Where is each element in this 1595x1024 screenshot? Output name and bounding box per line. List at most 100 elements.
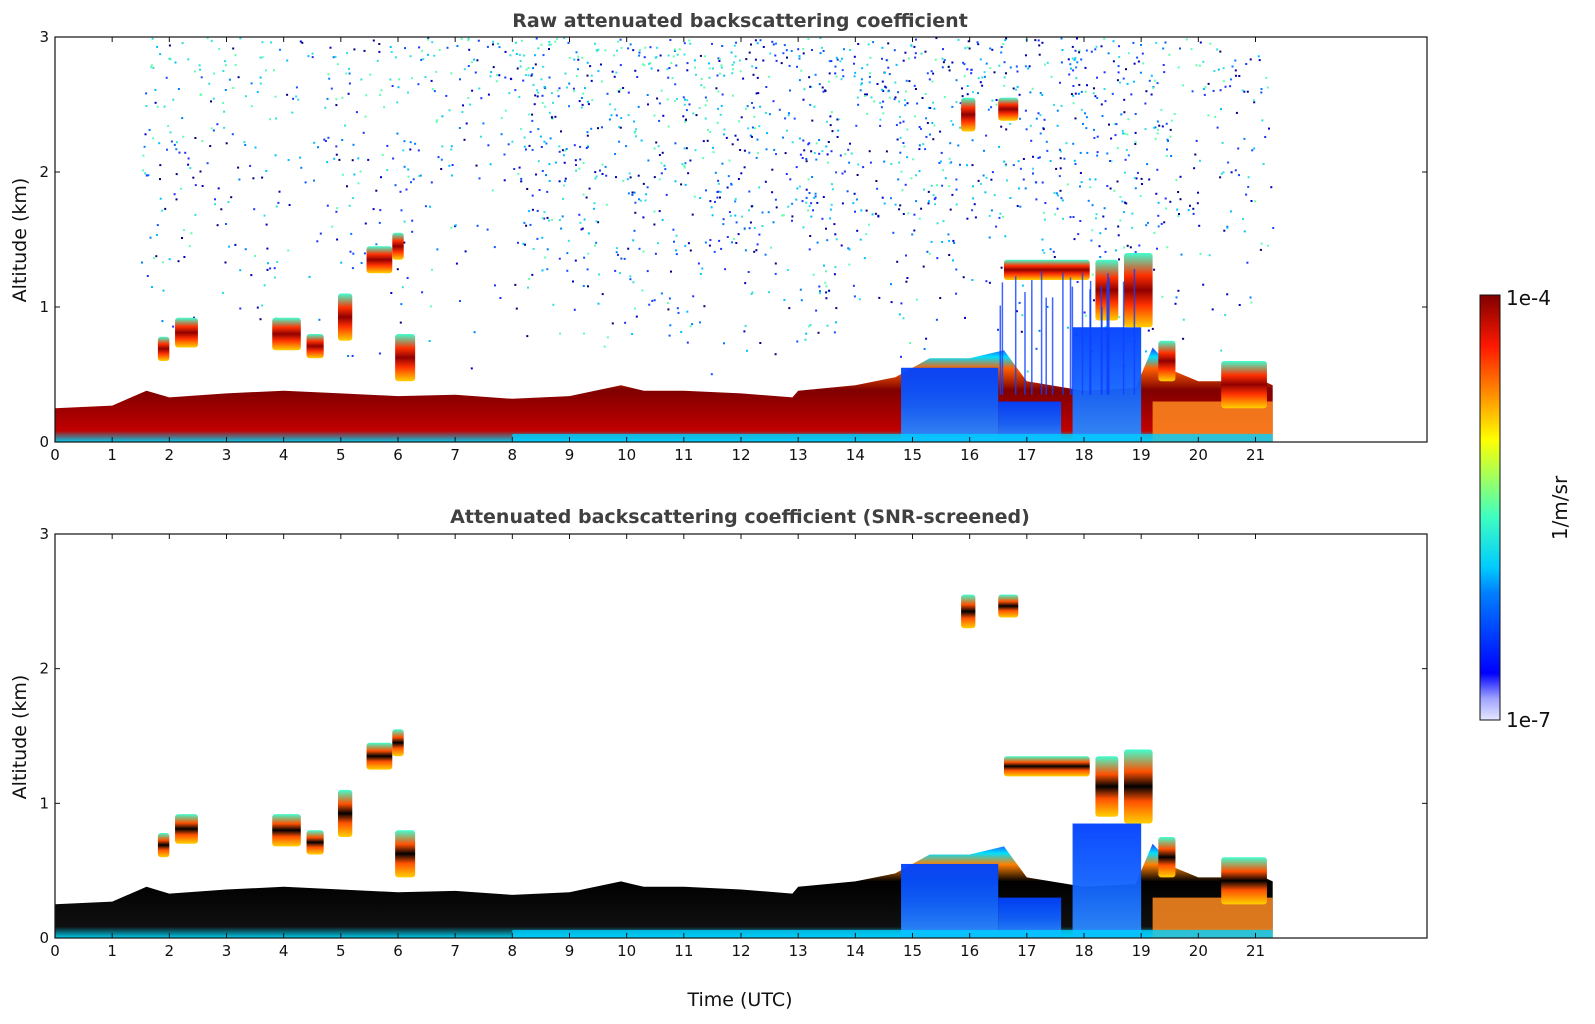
colorbar-gradient	[1479, 294, 1501, 721]
x-tick-label: 7	[450, 446, 460, 464]
low-backscatter-region	[901, 863, 999, 938]
x-tick-label: 8	[508, 446, 518, 464]
x-tick-label: 14	[846, 942, 865, 960]
x-tick-label: 16	[960, 446, 979, 464]
x-tick-label: 6	[393, 942, 403, 960]
cloud-patch	[1003, 259, 1090, 280]
low-backscatter-region	[901, 367, 999, 442]
colorbar: 1e-4 1e-7 1/m/sr	[1479, 286, 1572, 732]
x-tick-label: 2	[165, 942, 175, 960]
x-tick-label: 21	[1246, 446, 1265, 464]
x-tick-label: 19	[1132, 446, 1151, 464]
cloud-patch	[1158, 837, 1176, 878]
y-tick-label: 3	[39, 525, 49, 543]
x-tick-label: 8	[508, 942, 518, 960]
cloud-patch	[395, 830, 416, 878]
cloud-patch	[157, 336, 170, 361]
x-tick-label: 14	[846, 446, 865, 464]
x-tick-label: 3	[222, 942, 232, 960]
bottom-panel-title: Attenuated backscattering coefficient (S…	[450, 506, 1030, 528]
top-panel: Raw attenuated backscattering coefficien…	[9, 10, 1428, 464]
cloud-patch	[1221, 857, 1267, 905]
cloud-patch	[998, 97, 1019, 121]
x-tick-label: 0	[50, 942, 60, 960]
x-tick-label: 18	[1074, 942, 1093, 960]
x-tick-label: 15	[903, 446, 922, 464]
x-tick-label: 0	[50, 446, 60, 464]
cloud-patch	[175, 317, 198, 348]
x-tick-label: 9	[565, 942, 575, 960]
precipitation-streaks	[999, 269, 1136, 395]
x-tick-label: 5	[336, 446, 346, 464]
cloud-patch	[1095, 756, 1119, 817]
x-tick-label: 12	[731, 446, 750, 464]
x-tick-label: 11	[674, 446, 693, 464]
low-backscatter-region	[1072, 823, 1142, 938]
y-tick-label: 0	[39, 433, 49, 451]
y-tick-label: 1	[39, 298, 49, 316]
cloud-patch	[998, 594, 1019, 618]
cloud-patch	[272, 814, 301, 847]
x-tick-label: 13	[789, 446, 808, 464]
cloud-patch	[337, 789, 353, 837]
x-tick-label: 17	[1017, 942, 1036, 960]
x-tick-label: 2	[165, 446, 175, 464]
cloud-patch	[272, 317, 301, 351]
x-tick-label: 12	[731, 942, 750, 960]
x-tick-label: 10	[617, 942, 636, 960]
cloud-patch	[1124, 253, 1153, 328]
plot-background	[55, 534, 1427, 938]
cloud-patch	[395, 334, 416, 382]
near-ground-strip	[512, 929, 1273, 938]
x-tick-label: 1	[107, 446, 117, 464]
cloud-patch	[392, 232, 404, 260]
cloud-patch	[175, 814, 198, 844]
x-tick-label: 3	[222, 446, 232, 464]
y-tick-label: 0	[39, 929, 49, 947]
colorbar-unit-label: 1/m/sr	[1548, 475, 1572, 540]
y-tick-label: 3	[39, 28, 49, 46]
noise-speckles	[141, 37, 1275, 376]
cloud-patch	[961, 594, 976, 629]
x-tick-label: 20	[1189, 446, 1208, 464]
x-tick-label: 20	[1189, 942, 1208, 960]
y-tick-label: 2	[39, 660, 49, 678]
x-tick-label: 17	[1017, 446, 1036, 464]
plot-background	[55, 37, 1427, 442]
x-tick-label: 11	[674, 942, 693, 960]
top-plot-area	[55, 37, 1427, 442]
x-tick-label: 4	[279, 942, 289, 960]
cloud-patch	[157, 832, 170, 858]
x-tick-label: 4	[279, 446, 289, 464]
cloud-patch	[1003, 756, 1090, 777]
cloud-patch	[366, 742, 393, 770]
x-tick-label: 6	[393, 446, 403, 464]
colorbar-min-label: 1e-7	[1506, 708, 1551, 732]
cloud-patch	[392, 729, 404, 757]
x-axis-label: Time (UTC)	[686, 989, 792, 1011]
x-tick-label: 7	[450, 942, 460, 960]
near-ground-strip	[512, 433, 1273, 442]
cloud-patch	[961, 97, 976, 132]
x-tick-label: 1	[107, 942, 117, 960]
x-tick-label: 21	[1246, 942, 1265, 960]
x-tick-label: 5	[336, 942, 346, 960]
cloud-patch	[306, 334, 324, 359]
x-tick-label: 9	[565, 446, 575, 464]
cloud-patch	[1124, 749, 1153, 824]
cloud-patch	[1158, 340, 1176, 382]
cloud-patch	[337, 293, 353, 341]
y-tick-label: 1	[39, 794, 49, 812]
bottom-y-axis-label: Altitude (km)	[9, 675, 31, 800]
x-tick-label: 18	[1074, 446, 1093, 464]
top-panel-title: Raw attenuated backscattering coefficien…	[512, 10, 968, 32]
x-tick-label: 15	[903, 942, 922, 960]
top-y-axis-label: Altitude (km)	[9, 178, 31, 303]
x-tick-label: 13	[789, 942, 808, 960]
y-tick-label: 2	[39, 163, 49, 181]
x-tick-label: 16	[960, 942, 979, 960]
x-tick-label: 10	[617, 446, 636, 464]
